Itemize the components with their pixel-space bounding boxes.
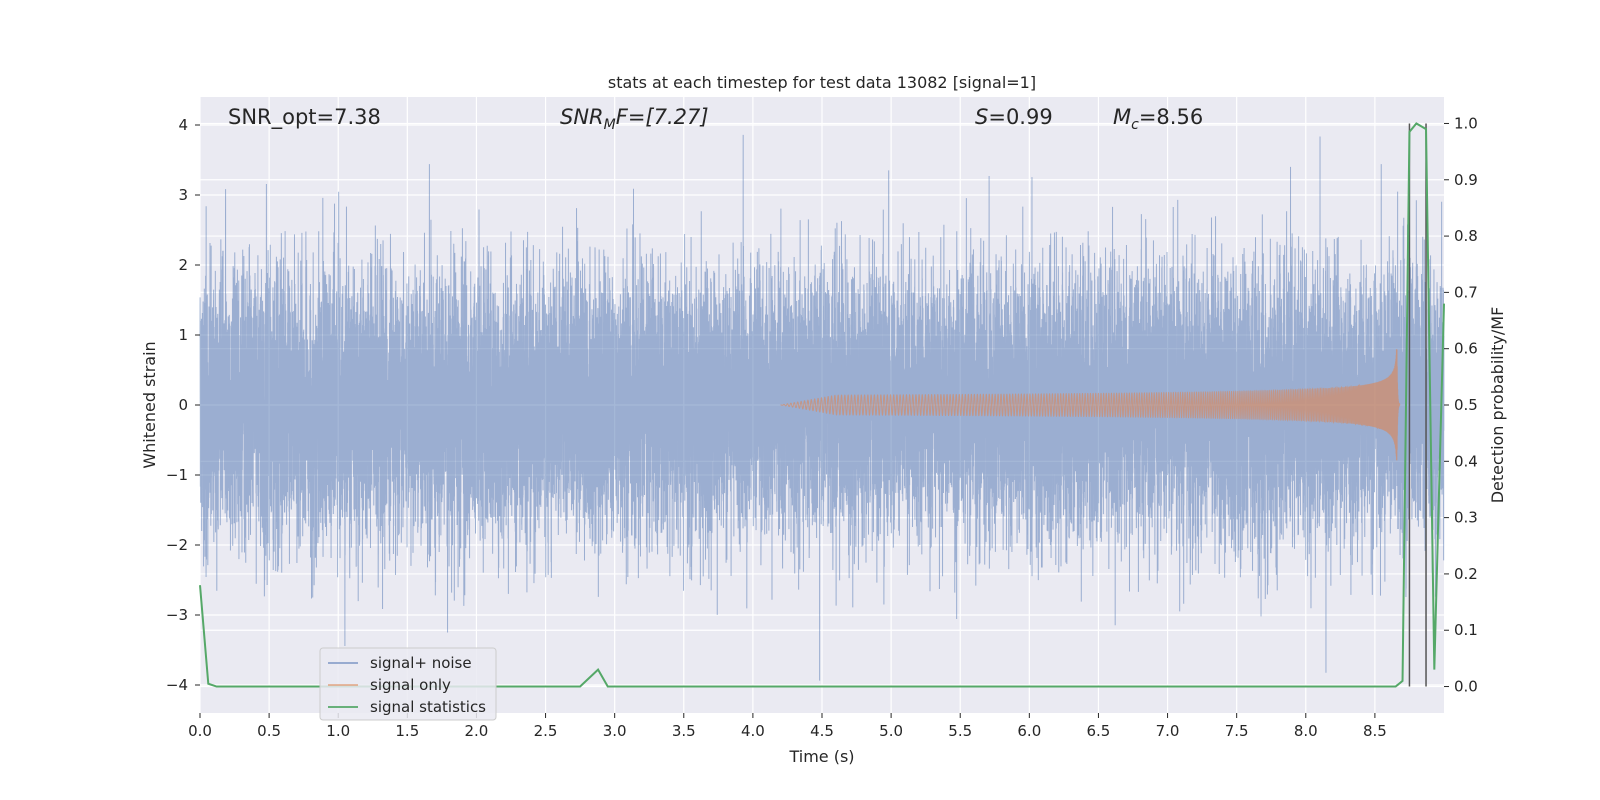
x-tick-label-12: 6.0 [1017,722,1041,740]
x-tick-label-16: 8.0 [1294,722,1318,740]
axes: 0.0 0.5 1.0 1.5 2.0 2.5 3.0 3.5 4.0 4.5 5.0 5.5 6.0 6… [166,114,1478,740]
chart-title: stats at each timestep for test data 130… [608,73,1036,92]
y2-tick-label-6: 0.6 [1454,340,1478,358]
annotation-snr-opt: SNR_opt=7.38 [228,105,381,130]
x-tick-label-3: 1.5 [395,722,419,740]
x-tick-label-5: 2.5 [534,722,558,740]
x-tick-label-1: 0.5 [257,722,281,740]
annotation-mc-main: M [1113,105,1131,129]
series-signal-only [780,349,1401,461]
annotation-s-main: S [975,105,988,129]
y-tick-label-7: 3 [178,186,188,204]
series-signal-statistics [199,122,1445,688]
y2-tick-label-2: 0.2 [1454,565,1478,583]
annotation-mc-sub: c [1131,117,1139,133]
y2-tick-label-4: 0.4 [1454,452,1478,470]
x-tick-label-13: 6.5 [1087,722,1111,740]
vertical-markers [1408,123,1427,687]
y2-tick-label-5: 0.5 [1454,396,1478,414]
annotation-snr-mf-rest: F=[7.27] [616,105,709,129]
y2-tick-label-0: 0.0 [1454,678,1478,696]
legend: signal+ noise signal only signal statist… [319,647,497,721]
x-tick-label-15: 7.5 [1225,722,1249,740]
y-tick-label-6: 2 [178,256,188,274]
y-tick-label-1: −3 [166,606,188,624]
y2-tick-label-1: 0.1 [1454,621,1478,639]
annotation-snr-mf-sub: M [604,117,616,133]
y2-tick-label-7: 0.7 [1454,283,1478,301]
y-tick-label-5: 1 [178,326,188,344]
annotation-s: S=0.99 [975,105,1053,129]
x-tick-label-7: 3.5 [672,722,696,740]
x-tick-label-0: 0.0 [188,722,212,740]
x-tick-label-9: 4.5 [810,722,834,740]
legend-entry-signal-statistics: signal statistics [370,698,486,716]
y-tick-label-8: 4 [178,116,188,134]
y2-tick-label-8: 0.8 [1454,227,1478,245]
x-tick-label-4: 2.0 [465,722,489,740]
y-tick-label-0: −4 [166,676,188,694]
y-axis-label: Whitened strain [140,341,159,468]
y2-tick-label-9: 0.9 [1454,171,1478,189]
x-tick-label-2: 1.0 [326,722,350,740]
y2-axis-label: Detection probability/MF [1488,307,1507,504]
x-tick-label-8: 4.0 [741,722,765,740]
x-tick-label-14: 7.0 [1156,722,1180,740]
y2-tick-label-3: 0.3 [1454,509,1478,527]
series-signal-noise [199,134,1445,681]
y2-tick-label-10: 1.0 [1454,114,1478,132]
legend-entry-signal-noise: signal+ noise [370,654,472,672]
legend-entry-signal-only: signal only [370,676,451,694]
signal-statistics-line [199,122,1445,688]
x-axis-label: Time (s) [788,747,854,766]
x-tick-label-17: 8.5 [1363,722,1387,740]
annotation-s-rest: =0.99 [988,105,1052,129]
legend-box [319,647,497,721]
signal-only-line [780,349,1401,461]
signal-noise-line [199,134,1445,681]
y-tick-label-4: 0 [178,396,188,414]
y-tick-label-3: −1 [166,466,188,484]
x-tick-label-11: 5.5 [948,722,972,740]
annotation-snr-mf: SNRMF=[7.27] [560,105,709,133]
y-tick-label-2: −2 [166,536,188,554]
x-tick-label-10: 5.0 [879,722,903,740]
annotation-mc: Mc=8.56 [1113,105,1203,133]
x-tick-label-6: 3.0 [603,722,627,740]
annotation-mc-rest: =8.56 [1139,105,1203,129]
annotation-snr-mf-main: SNR [560,105,604,129]
